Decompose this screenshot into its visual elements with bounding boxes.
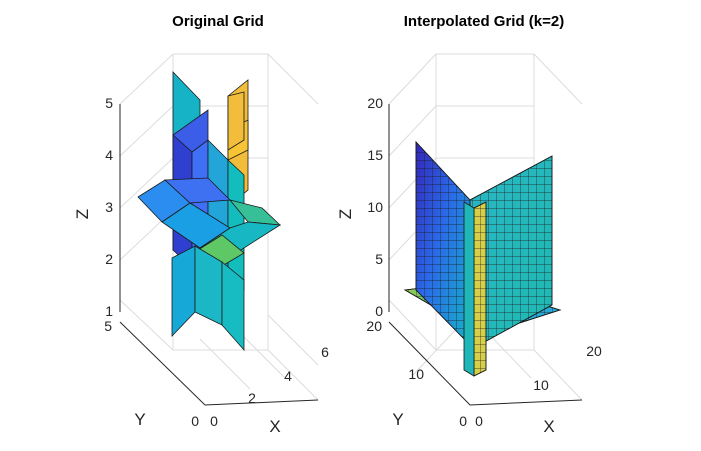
chart-title: Interpolated Grid (k=2) [404, 13, 564, 30]
gridline [388, 53, 437, 105]
slice-y-upper [227, 91, 245, 151]
axes-original-grid: Original Grid [73, 13, 329, 436]
x-axis-label: X [269, 417, 280, 436]
tick-label: 5 [104, 318, 112, 334]
gridline [412, 324, 461, 376]
xy-axis-line [388, 321, 583, 406]
tick-label: 0 [210, 413, 218, 429]
slice-surfaces [137, 71, 282, 352]
z-axis-label: Z [73, 209, 92, 219]
x-axis-label: X [543, 417, 554, 436]
y-axis-label: Y [134, 410, 145, 429]
y-ticks: 20 10 0 [366, 318, 467, 429]
tick-label: 2 [248, 390, 256, 406]
tick-label: 10 [408, 366, 424, 382]
gridline [267, 314, 319, 366]
z-ticks: 0 5 10 15 20 [367, 95, 383, 319]
tick-label: 20 [366, 318, 382, 334]
z-ticks: 1 2 3 4 5 [105, 95, 113, 319]
tick-label: 1 [105, 303, 113, 319]
slice-y-wall-mesh [415, 140, 471, 346]
tick-label: 15 [367, 147, 383, 163]
gridline [199, 338, 251, 390]
slice-surfaces [403, 140, 562, 377]
tick-label: 4 [105, 147, 113, 163]
tick-label: 0 [375, 303, 383, 319]
tick-label: 0 [475, 413, 483, 429]
tick-label: 3 [105, 199, 113, 215]
tick-label: 2 [105, 251, 113, 267]
slice-x-edge-mesh [473, 201, 487, 377]
gridline [388, 105, 534, 157]
x-ticks: 0 2 4 6 [210, 344, 329, 429]
xy-axis-line [119, 321, 319, 406]
y-ticks: 5 0 [104, 318, 199, 429]
z-axis-label: Z [336, 209, 355, 219]
tick-label: 0 [459, 413, 467, 429]
gridline [388, 299, 437, 351]
chart-title: Original Grid [172, 13, 264, 30]
gridline [119, 299, 174, 351]
tick-label: 0 [191, 413, 199, 429]
tick-label: 20 [586, 343, 602, 359]
tick-label: 4 [284, 368, 292, 384]
slice-x-edge-side [463, 201, 475, 377]
tick-label: 10 [533, 377, 549, 393]
slice-x-lower-1 [171, 245, 196, 337]
tick-label: 6 [321, 344, 329, 360]
x-ticks: 0 10 20 [475, 343, 602, 429]
y-axis-label: Y [392, 410, 403, 429]
axes-interpolated-grid: Interpolated Grid (k=2) [336, 13, 602, 436]
tick-label: 20 [367, 95, 383, 111]
slice-x-lower-3 [221, 261, 245, 352]
gridline [388, 157, 534, 209]
gridline [119, 53, 174, 105]
gridline [436, 53, 583, 105]
tick-label: 5 [105, 95, 113, 111]
tick-label: 10 [367, 199, 383, 215]
tick-label: 5 [375, 251, 383, 267]
